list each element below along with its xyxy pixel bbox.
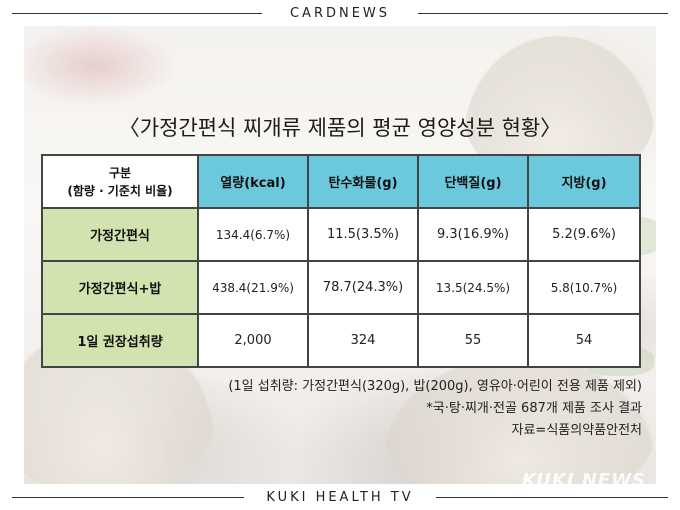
table-corner-header: 구분 (함량 · 기준치 비율) — [41, 154, 199, 209]
table-cell: 324 — [307, 313, 419, 368]
column-header-calories: 열량(kcal) — [197, 154, 309, 209]
cardnews-label: CARDNEWS — [281, 5, 399, 21]
top-rule-right — [418, 13, 668, 14]
nutrition-table: 구분 (함량 · 기준치 비율) 열량(kcal) 탄수화물(g) 단백질(g)… — [41, 154, 641, 368]
footnotes: (1일 섭취량: 가정간편식(320g), 밥(200g), 영유아·어린이 전… — [228, 376, 642, 442]
table-cell: 13.5(24.5%) — [417, 260, 529, 315]
row-label: 가정간편식 — [41, 207, 199, 262]
table-cell: 54 — [527, 313, 641, 368]
corner-title: 구분 — [108, 165, 132, 180]
table-cell: 2,000 — [197, 313, 309, 368]
top-banner: CARDNEWS — [0, 0, 680, 26]
table-cell: 11.5(3.5%) — [307, 207, 419, 262]
bottom-banner: KUKI HEALTH TV — [0, 484, 680, 510]
page-title: 〈가정간편식 찌개류 제품의 평균 영양성분 현황〉 — [118, 116, 562, 140]
table-cell: 5.2(9.6%) — [527, 207, 641, 262]
footnote-source: 자료=식품의약품안전처 — [511, 423, 643, 438]
bottom-rule-left — [12, 497, 244, 498]
footer-label: KUKI HEALTH TV — [258, 489, 422, 505]
corner-subtitle: (함량 · 기준치 비율) — [67, 183, 173, 198]
table-row: 1일 권장섭취량 2,000 324 55 54 — [41, 313, 641, 368]
top-rule-left — [12, 13, 262, 14]
table-cell: 134.4(6.7%) — [197, 207, 309, 262]
table-row: 가정간편식+밥 438.4(21.9%) 78.7(24.3%) 13.5(24… — [41, 260, 641, 315]
watermark-logo: KUKI NEWS — [522, 470, 647, 491]
table-row: 가정간편식 134.4(6.7%) 11.5(3.5%) 9.3(16.9%) … — [41, 207, 641, 262]
column-header-protein: 단백질(g) — [417, 154, 529, 209]
table-cell: 9.3(16.9%) — [417, 207, 529, 262]
column-header-fat: 지방(g) — [527, 154, 641, 209]
table-cell: 55 — [417, 313, 529, 368]
table-cell: 438.4(21.9%) — [197, 260, 309, 315]
table-cell: 78.7(24.3%) — [307, 260, 419, 315]
footnote-survey: *국·탕·찌개·전골 687개 제품 조사 결과 — [426, 401, 642, 416]
row-label: 가정간편식+밥 — [41, 260, 199, 315]
table-cell: 5.8(10.7%) — [527, 260, 641, 315]
column-header-carbohydrate: 탄수화물(g) — [307, 154, 419, 209]
footnote-serving: (1일 섭취량: 가정간편식(320g), 밥(200g), 영유아·어린이 전… — [228, 379, 642, 394]
bottom-rule-right — [436, 497, 668, 498]
row-label: 1일 권장섭취량 — [41, 313, 199, 368]
